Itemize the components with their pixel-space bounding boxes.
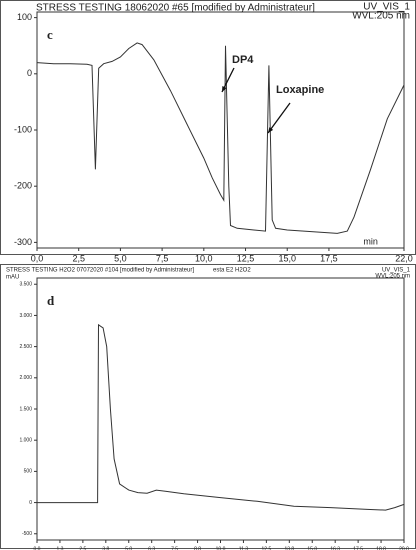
x-tick-label: 10,0 <box>216 546 226 550</box>
x-tick-label: 17,5 <box>320 253 338 263</box>
panel-label: c <box>47 27 53 42</box>
y-tick-label: -200 <box>14 181 32 191</box>
y-tick-label: 0 <box>29 500 32 506</box>
y-tick-label: 1.500 <box>19 406 32 412</box>
x-tick-label: 3,8 <box>102 546 109 550</box>
y-tick-label: 2.000 <box>19 375 32 381</box>
x-tick-label: 18,8 <box>376 546 386 550</box>
x-tick-label: 2,5 <box>79 546 86 550</box>
x-tick-label: 13,8 <box>284 546 294 550</box>
panel-label: d <box>47 293 55 308</box>
x-tick-label: 2,5 <box>72 253 85 263</box>
x-tick-label: 12,5 <box>262 546 272 550</box>
y-tick-label: -100 <box>14 124 32 134</box>
x-tick-label: 8,8 <box>194 546 201 550</box>
y-tick-label: 500 <box>24 469 33 475</box>
y-tick-label: -500 <box>22 531 32 537</box>
trace <box>36 42 405 234</box>
channel: UV_VIS_1 <box>382 268 411 274</box>
y-tick-label: 3.500 <box>19 282 32 288</box>
x-axis-label: min <box>363 236 378 246</box>
x-tick-label: 17,5 <box>353 546 363 550</box>
wavelength: WVL:205 nm <box>352 11 410 22</box>
x-tick-label: 20,0 <box>399 546 409 550</box>
x-tick-label: 15,0 <box>307 546 317 550</box>
panel-frame <box>0 0 416 255</box>
x-tick-label: 0,0 <box>31 253 44 263</box>
x-tick-label: 5,0 <box>114 253 127 263</box>
x-tick-label: 15,0 <box>278 253 296 263</box>
arrow-head <box>222 86 227 92</box>
x-tick-label: 5,0 <box>125 546 132 550</box>
y-tick-label: -300 <box>14 237 32 247</box>
x-tick-label: 16,3 <box>330 546 340 550</box>
y-tick-label: 1.000 <box>19 438 32 444</box>
annotation-arrow <box>267 102 291 134</box>
y-axis-label: mAU <box>6 275 19 281</box>
channel: UV_VIS_1 <box>363 2 410 13</box>
y-tick-label: 0 <box>27 68 32 78</box>
x-tick-label: 7,5 <box>171 546 178 550</box>
peak-annotation: Loxapine <box>276 84 324 96</box>
y-tick-label: 3.000 <box>19 313 32 319</box>
sample-name: esta E2 H2O2 <box>213 268 251 274</box>
chart-title: STRESS TESTING 18062020 #65 [modified by… <box>36 3 315 14</box>
x-tick-label: 6,3 <box>148 546 155 550</box>
x-tick-label: 7,5 <box>156 253 169 263</box>
trace <box>37 323 405 511</box>
arrow-head <box>268 127 274 133</box>
chart-title: STRESS TESTING H2O2 07072020 #104 [modif… <box>6 268 194 274</box>
panel-frame <box>0 264 416 549</box>
x-tick-label: 0,0 <box>34 546 41 550</box>
y-tick-label: 2.500 <box>19 344 32 350</box>
plot-area <box>36 11 405 249</box>
x-tick-label: 11,3 <box>239 546 249 550</box>
x-tick-label: 22,0 <box>395 253 413 263</box>
x-tick-label: 12,5 <box>237 253 255 263</box>
plot-area <box>36 277 405 541</box>
wavelength: WVL:205 nm <box>375 274 410 280</box>
y-tick-label: 100 <box>17 12 32 22</box>
x-tick-label: 1,3 <box>56 546 63 550</box>
x-tick-label: 10,0 <box>195 253 213 263</box>
peak-annotation: DP4 <box>232 54 254 66</box>
